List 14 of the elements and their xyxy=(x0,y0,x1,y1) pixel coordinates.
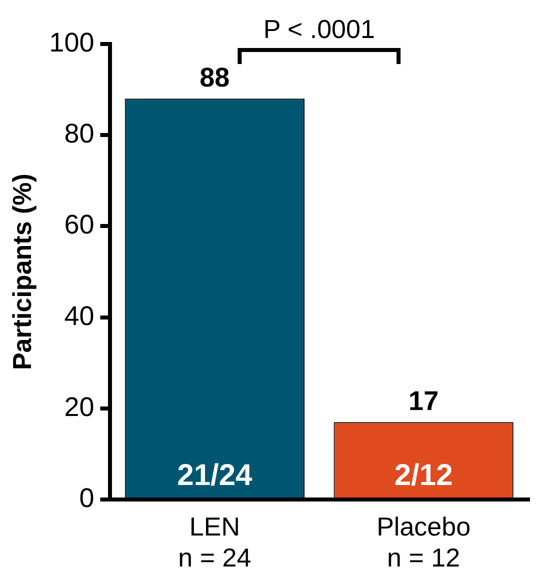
y-tick-label: 100 xyxy=(49,27,94,58)
annotation: P < .0001 xyxy=(263,14,375,44)
annotation: 21/24 xyxy=(177,458,253,492)
y-axis-title: Participants (%) xyxy=(6,174,37,370)
y-tick-label: 20 xyxy=(64,392,94,422)
y-tick-label: 60 xyxy=(64,210,94,240)
data-label: 88 xyxy=(200,62,230,93)
annotation: 2/12 xyxy=(394,458,453,492)
y-tick-label: 0 xyxy=(79,483,94,514)
y-tick-label: 40 xyxy=(64,300,94,331)
x-tick-label: LEN n = 24 xyxy=(178,511,252,573)
y-tick-label: 80 xyxy=(64,118,94,149)
data-label: 17 xyxy=(408,386,439,416)
x-tick-label: Placebo n = 12 xyxy=(376,511,471,573)
